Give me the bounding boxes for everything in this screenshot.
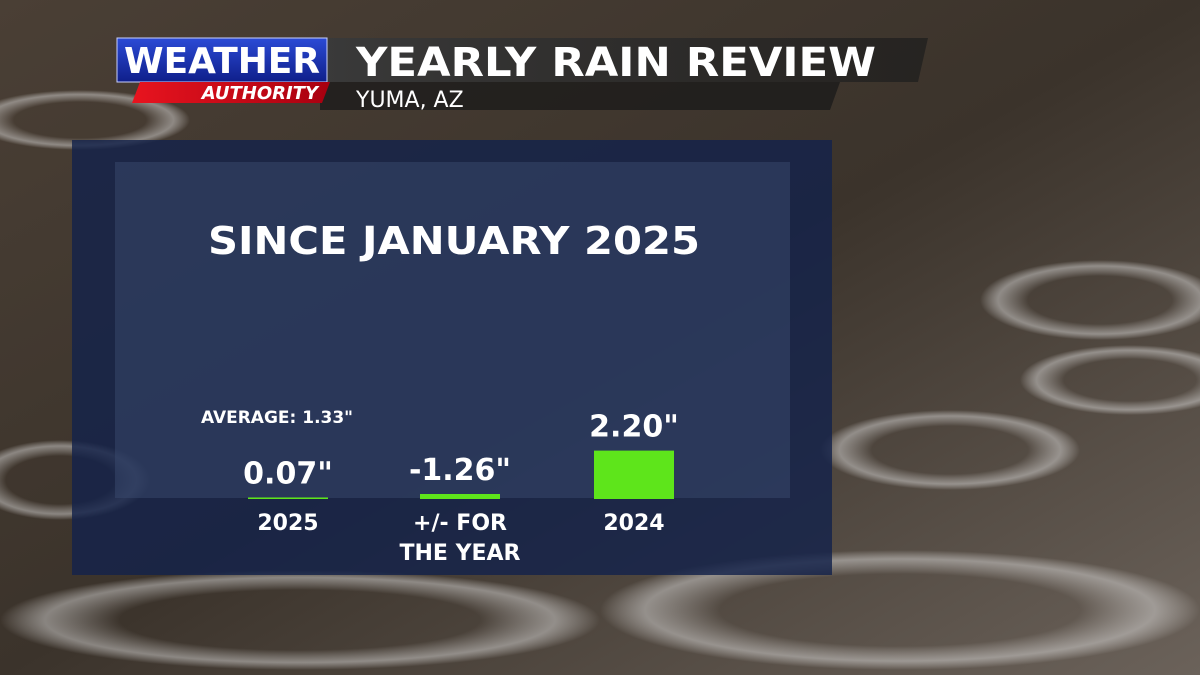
category-label: 2025 — [257, 511, 318, 536]
title: YEARLY RAIN REVIEW — [355, 40, 876, 86]
bar — [248, 497, 328, 499]
brand-bottom: AUTHORITY — [200, 83, 320, 104]
value-label: 2.20" — [589, 410, 679, 445]
title-bar — [320, 38, 928, 82]
category-label: 2024 — [603, 511, 664, 536]
value-label: 0.07" — [243, 456, 333, 491]
location: YUMA, AZ — [355, 88, 464, 113]
difference-caption-1: +/- FOR — [413, 511, 507, 536]
brand-box — [116, 37, 328, 83]
brand-top: WEATHER — [124, 41, 320, 82]
location-bar — [320, 82, 840, 110]
bar — [594, 450, 674, 499]
chart-title: SINCE JANUARY 2025 — [208, 219, 700, 263]
panel-inner — [115, 162, 790, 498]
difference-caption-2: THE YEAR — [399, 541, 520, 566]
difference-label: -1.26" — [409, 453, 511, 488]
difference-underline — [420, 494, 500, 499]
annotation: AVERAGE: 1.33" — [201, 408, 353, 428]
brand-strip — [132, 82, 330, 103]
